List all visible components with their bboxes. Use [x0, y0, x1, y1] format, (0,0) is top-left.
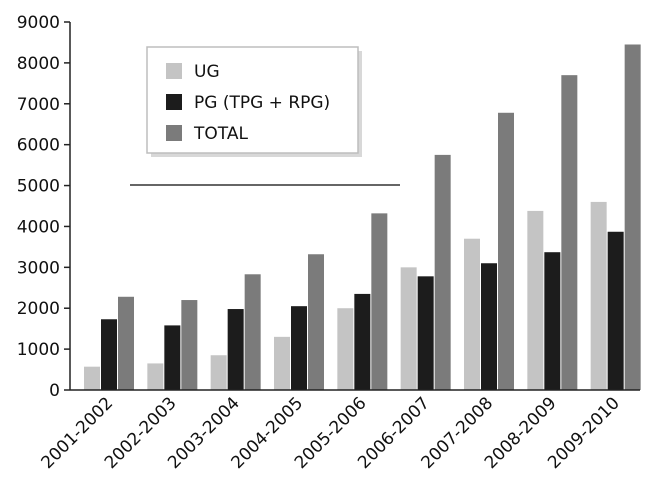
bar-total-2009-2010 [624, 44, 641, 390]
bar-ug-2005-2006 [337, 308, 354, 390]
bar-total-2003-2004 [244, 274, 261, 390]
bar-ug-2004-2005 [274, 336, 290, 390]
bar-pg-2009-2010 [607, 231, 624, 390]
y-tick-label: 6000 [17, 136, 60, 156]
x-labels-layer: 2001-20022002-20032003-20042004-20052005… [38, 393, 624, 473]
y-tick-label: 1000 [17, 340, 60, 360]
bar-total-2006-2007 [434, 154, 451, 390]
bar-pg-2002-2003 [164, 325, 181, 390]
bar-pg-2005-2006 [354, 293, 371, 390]
y-tick-label: 4000 [17, 217, 60, 237]
bar-ug-2008-2009 [527, 210, 544, 390]
bar-total-2007-2008 [498, 112, 514, 391]
y-tick-label: 2000 [17, 299, 60, 319]
bars-layer [84, 44, 641, 391]
bar-ug-2002-2003 [147, 363, 164, 390]
bar-total-2005-2006 [371, 213, 388, 390]
legend-swatch [166, 94, 182, 110]
y-tick-label: 3000 [17, 258, 60, 278]
legend-label: TOTAL [193, 124, 248, 144]
bar-total-2002-2003 [181, 300, 198, 390]
legend-swatch [166, 125, 182, 141]
y-tick-label: 8000 [17, 54, 60, 74]
bar-pg-2004-2005 [291, 306, 307, 390]
y-tick-label: 0 [49, 381, 60, 401]
bar-ug-2007-2008 [464, 238, 480, 390]
bar-ug-2001-2002 [84, 366, 100, 390]
bar-total-2001-2002 [118, 296, 134, 390]
bar-pg-2006-2007 [417, 276, 434, 390]
bar-ug-2006-2007 [400, 267, 417, 390]
axes-layer [69, 22, 640, 391]
bar-total-2004-2005 [308, 254, 324, 390]
y-tick-label: 5000 [17, 177, 60, 197]
bar-pg-2008-2009 [544, 252, 561, 390]
y-ticks-layer: 0 1000 2000 3000 4000 5000 6000 7000 8000 9000 [17, 13, 70, 401]
bar-ug-2009-2010 [590, 201, 607, 390]
bar-pg-2003-2004 [227, 309, 244, 390]
y-tick-label: 9000 [17, 13, 60, 33]
legend-box [146, 46, 359, 154]
bar-ug-2003-2004 [210, 355, 227, 390]
legend: UG PG (TPG + RPG) TOTAL [146, 46, 362, 157]
legend-label: PG (TPG + RPG) [194, 93, 330, 113]
legend-label: UG [194, 62, 220, 82]
bar-pg-2007-2008 [481, 263, 497, 390]
bar-total-2008-2009 [561, 75, 578, 391]
y-tick-label: 7000 [17, 95, 60, 115]
legend-swatch [166, 63, 182, 79]
legend-items: UG PG (TPG + RPG) TOTAL [166, 62, 330, 144]
bar-pg-2001-2002 [101, 319, 117, 390]
